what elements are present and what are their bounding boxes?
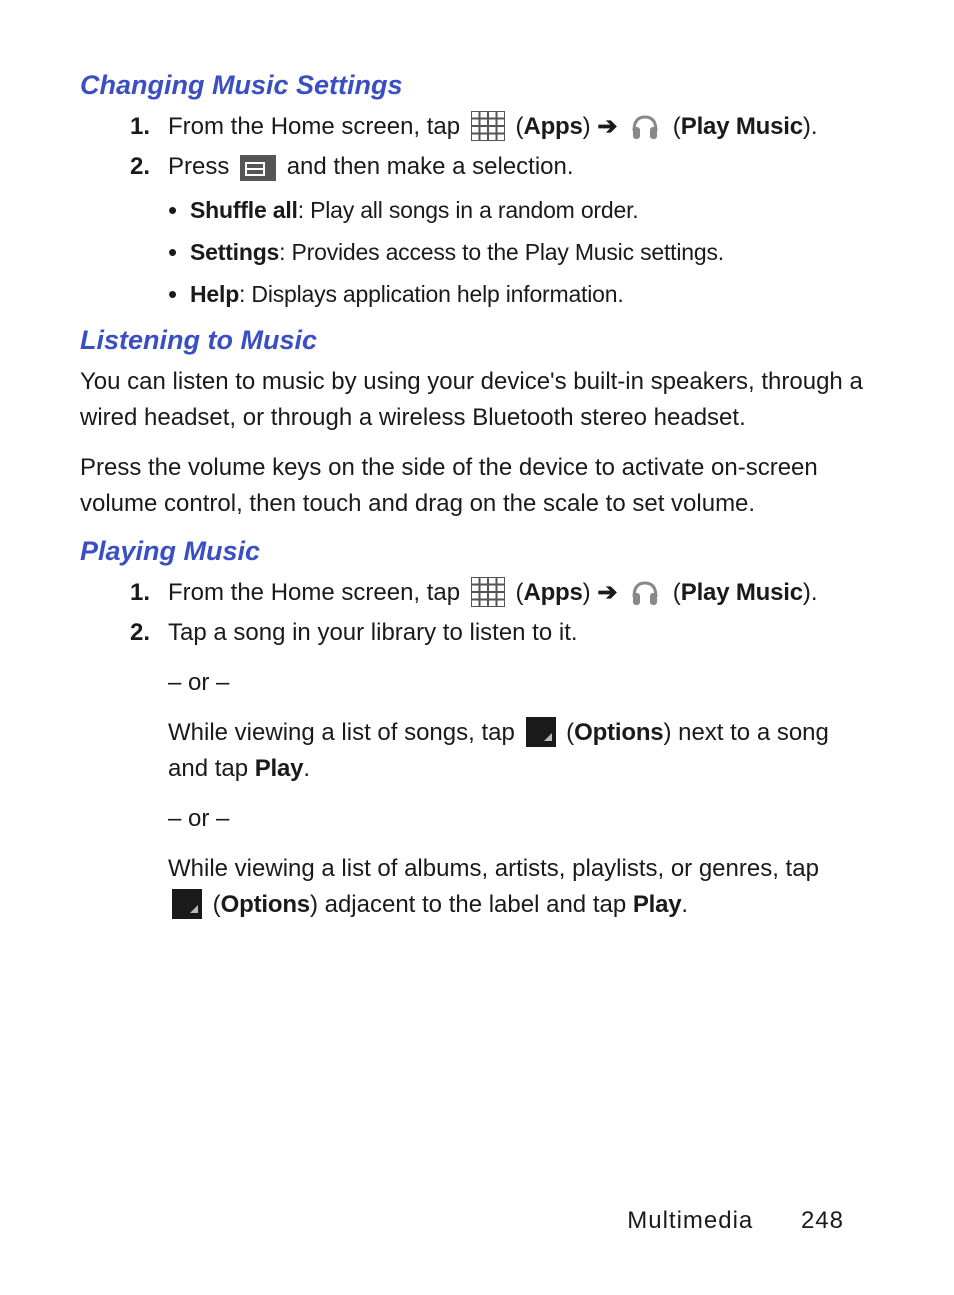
- steps-playing: 1. From the Home screen, tap (Apps) ➔ (P…: [80, 575, 874, 923]
- arrow-icon: ➔: [597, 113, 617, 140]
- step-text: From the Home screen, tap: [168, 113, 467, 140]
- apps-label: Apps: [523, 113, 582, 140]
- paren-close: ): [583, 579, 591, 606]
- apps-grid-icon: [471, 111, 505, 141]
- bullet-item: Settings: Provides access to the Play Mu…: [168, 231, 874, 273]
- play-music-label: Play Music: [681, 579, 803, 606]
- dot: .: [303, 755, 310, 782]
- apps-grid-icon: [471, 577, 505, 607]
- step-number: 2.: [130, 615, 150, 651]
- alt-step: While viewing a list of songs, tap (Opti…: [168, 715, 874, 787]
- step-number: 2.: [130, 149, 150, 185]
- options-label: Options: [574, 719, 663, 746]
- text: While viewing a list of songs, tap: [168, 719, 522, 746]
- paren-open: (: [673, 579, 681, 606]
- dot: .: [811, 113, 818, 140]
- menu-icon: [240, 155, 276, 181]
- paren-close: ): [803, 113, 811, 140]
- heading-changing-settings: Changing Music Settings: [80, 70, 874, 101]
- bullet-text: : Provides access to the Play Music sett…: [279, 239, 724, 265]
- or-divider: – or –: [168, 801, 874, 837]
- headphones-icon: [628, 111, 662, 141]
- bullet-text: : Displays application help information.: [239, 281, 623, 307]
- options-icon: [172, 889, 202, 919]
- step-text: and then make a selection.: [287, 153, 574, 180]
- or-divider: – or –: [168, 665, 874, 701]
- bullet-label: Shuffle all: [190, 197, 298, 223]
- document-page: Changing Music Settings 1. From the Home…: [0, 0, 954, 1295]
- bullet-label: Settings: [190, 239, 279, 265]
- bullet-label: Help: [190, 281, 239, 307]
- heading-listening: Listening to Music: [80, 325, 874, 356]
- footer-chapter: Multimedia: [627, 1207, 753, 1234]
- bullet-item: Shuffle all: Play all songs in a random …: [168, 189, 874, 231]
- step-number: 1.: [130, 109, 150, 145]
- step-item: 2. Press and then make a selection. Shuf…: [130, 149, 874, 315]
- alt-step: While viewing a list of albums, artists,…: [168, 851, 874, 923]
- arrow-icon: ➔: [597, 579, 617, 606]
- footer-page-number: 248: [801, 1207, 844, 1235]
- bullet-list: Shuffle all: Play all songs in a random …: [168, 189, 874, 315]
- paren-close: ): [583, 113, 591, 140]
- step-item: 2. Tap a song in your library to listen …: [130, 615, 874, 923]
- play-music-label: Play Music: [681, 113, 803, 140]
- paren-open: (: [213, 891, 221, 918]
- step-item: 1. From the Home screen, tap (Apps) ➔ (P…: [130, 575, 874, 611]
- paragraph: Press the volume keys on the side of the…: [80, 450, 874, 522]
- step-text: From the Home screen, tap: [168, 579, 467, 606]
- step-number: 1.: [130, 575, 150, 611]
- play-label: Play: [255, 755, 304, 782]
- options-icon: [526, 717, 556, 747]
- text: While viewing a list of albums, artists,…: [168, 851, 874, 887]
- steps-changing: 1. From the Home screen, tap (Apps) ➔ (P…: [80, 109, 874, 315]
- options-label: Options: [221, 891, 310, 918]
- paren-open: (: [673, 113, 681, 140]
- apps-label: Apps: [523, 579, 582, 606]
- text-line: (Options) adjacent to the label and tap …: [168, 887, 874, 923]
- headphones-icon: [628, 577, 662, 607]
- text: adjacent to the label and tap: [318, 891, 633, 918]
- dot: .: [811, 579, 818, 606]
- paren-open: (: [566, 719, 574, 746]
- bullet-item: Help: Displays application help informat…: [168, 273, 874, 315]
- step-text: Press: [168, 153, 236, 180]
- paren-close: ): [310, 891, 318, 918]
- paragraph: You can listen to music by using your de…: [80, 364, 874, 436]
- step-text: Tap a song in your library to listen to …: [168, 619, 578, 646]
- dot: .: [681, 891, 688, 918]
- play-label: Play: [633, 891, 682, 918]
- heading-playing: Playing Music: [80, 536, 874, 567]
- bullet-text: : Play all songs in a random order.: [298, 197, 639, 223]
- paren-close: ): [803, 579, 811, 606]
- step-item: 1. From the Home screen, tap (Apps) ➔ (P…: [130, 109, 874, 145]
- page-footer: Multimedia 248: [627, 1207, 844, 1235]
